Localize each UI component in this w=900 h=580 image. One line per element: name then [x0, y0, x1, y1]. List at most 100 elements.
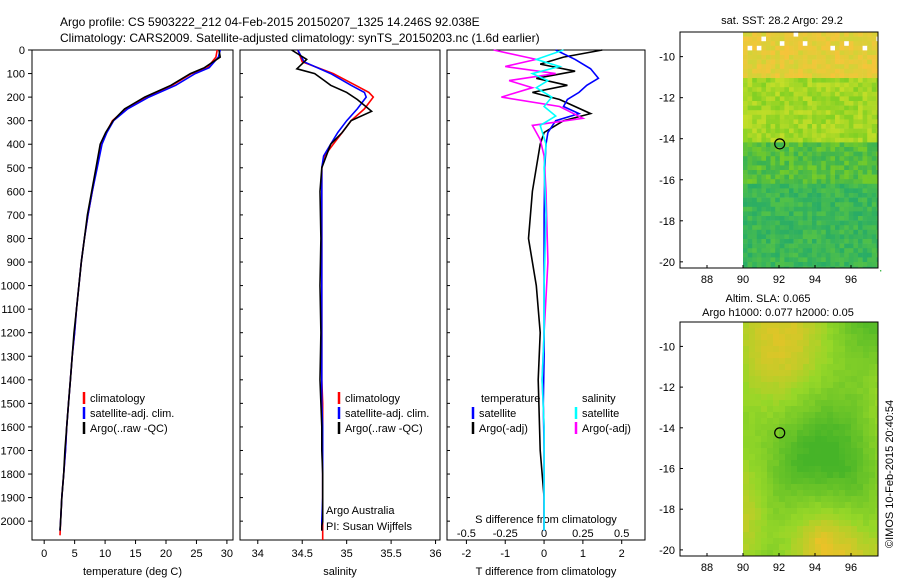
- sst-cell: [766, 87, 771, 93]
- sla-cell: [833, 502, 840, 509]
- sst-cell: [839, 96, 845, 102]
- sla-cell: [863, 502, 870, 509]
- sst-cell: [830, 156, 836, 162]
- sla-cell: [761, 418, 768, 425]
- sst-cell: [853, 50, 859, 56]
- sla-cell: [809, 418, 816, 425]
- sst-cell: [816, 165, 822, 171]
- sla-cell: [785, 550, 792, 557]
- sla-cell: [797, 460, 804, 467]
- sla-cell: [815, 328, 822, 335]
- sst-cell: [789, 96, 794, 102]
- sst-cell: [775, 211, 781, 217]
- sst-cell: [812, 128, 817, 134]
- sla-cell: [809, 370, 816, 377]
- sla-cell: [743, 394, 750, 401]
- sst-cell: [793, 220, 799, 226]
- sst-cell: [807, 252, 813, 258]
- sla-cell: [821, 400, 828, 407]
- sst-cell: [812, 142, 817, 148]
- sst-cell: [858, 59, 863, 65]
- sla-cell: [815, 412, 822, 419]
- sla-cell: [839, 418, 846, 425]
- sst-cell: [775, 32, 781, 37]
- sla-cell: [869, 334, 876, 341]
- sst-cell: [835, 202, 840, 208]
- sst-cell: [807, 87, 813, 93]
- sst-cell: [747, 114, 753, 120]
- sst-cell: [844, 110, 850, 116]
- sst-cell: [766, 133, 771, 139]
- sst-cell: [761, 183, 767, 189]
- sst-cell: [779, 82, 785, 88]
- sla-cell: [827, 448, 834, 455]
- sst-cell: [752, 170, 758, 175]
- sst-cell: [789, 179, 794, 185]
- sst-cell: [756, 193, 762, 198]
- sst-cell: [835, 50, 840, 56]
- sst-cell: [807, 32, 813, 37]
- sst-cell: [752, 197, 758, 203]
- sst-cell: [825, 73, 831, 79]
- sst-cell: [798, 124, 804, 129]
- sla-cell: [851, 370, 858, 377]
- sst-cell: [844, 36, 850, 42]
- sla-cell: [767, 382, 774, 389]
- sla-cell: [791, 454, 798, 461]
- sla-cell: [833, 358, 840, 365]
- sst-cell: [858, 119, 863, 125]
- sla-cell: [797, 502, 804, 509]
- sla-cell: [845, 520, 852, 527]
- x-tick-label: 34: [252, 548, 264, 560]
- sst-cell: [766, 257, 771, 263]
- x-axis-label: temperature (deg C): [83, 566, 182, 578]
- sla-cell: [743, 496, 750, 503]
- sst-cell: [862, 32, 868, 37]
- sst-cell: [853, 239, 859, 244]
- sla-cell: [839, 358, 846, 365]
- annotation-line-1: Argo Australia: [326, 505, 395, 517]
- sst-cell: [844, 64, 850, 70]
- x-tick-label: 36: [429, 548, 441, 560]
- sla-cell: [755, 394, 762, 401]
- sla-cell: [743, 322, 750, 329]
- sst-cell: [839, 142, 845, 148]
- x-tick-label: 0: [541, 548, 547, 560]
- sla-cell: [791, 478, 798, 485]
- sst-cell: [871, 193, 877, 198]
- sst-cell: [858, 243, 863, 249]
- sst-cell: [848, 197, 854, 203]
- lat-tick-label: -16: [659, 175, 675, 187]
- sst-cell: [779, 137, 785, 143]
- sst-cell: [867, 68, 873, 74]
- sla-cell: [845, 544, 852, 551]
- sla-cell: [869, 394, 876, 401]
- sla-cell: [857, 352, 864, 359]
- sla-cell: [785, 448, 792, 455]
- sla-cell: [815, 544, 822, 551]
- sla-cell: [797, 376, 804, 383]
- sla-cell: [869, 514, 876, 521]
- sst-cell: [821, 105, 827, 111]
- x-tick-label: 35.5: [380, 548, 401, 560]
- sla-cell: [833, 430, 840, 437]
- sst-cell: [779, 101, 785, 106]
- sst-cell: [812, 32, 817, 37]
- sla-cell: [791, 346, 798, 353]
- sst-cell: [807, 133, 813, 139]
- sst-cell: [830, 128, 836, 134]
- sla-cell: [809, 520, 816, 527]
- sla-cell: [743, 544, 750, 551]
- sla-cell: [833, 388, 840, 395]
- sst-cell: [802, 197, 808, 203]
- sst-cell: [775, 45, 781, 51]
- sst-cell: [756, 174, 762, 180]
- sla-cell: [773, 376, 780, 383]
- sst-cell: [821, 216, 827, 221]
- sla-cell: [797, 388, 804, 395]
- sla-cell: [779, 532, 786, 539]
- sst-cell: [761, 142, 767, 148]
- sla-cell: [839, 448, 846, 455]
- sla-cell: [797, 358, 804, 365]
- sst-cell: [779, 234, 785, 240]
